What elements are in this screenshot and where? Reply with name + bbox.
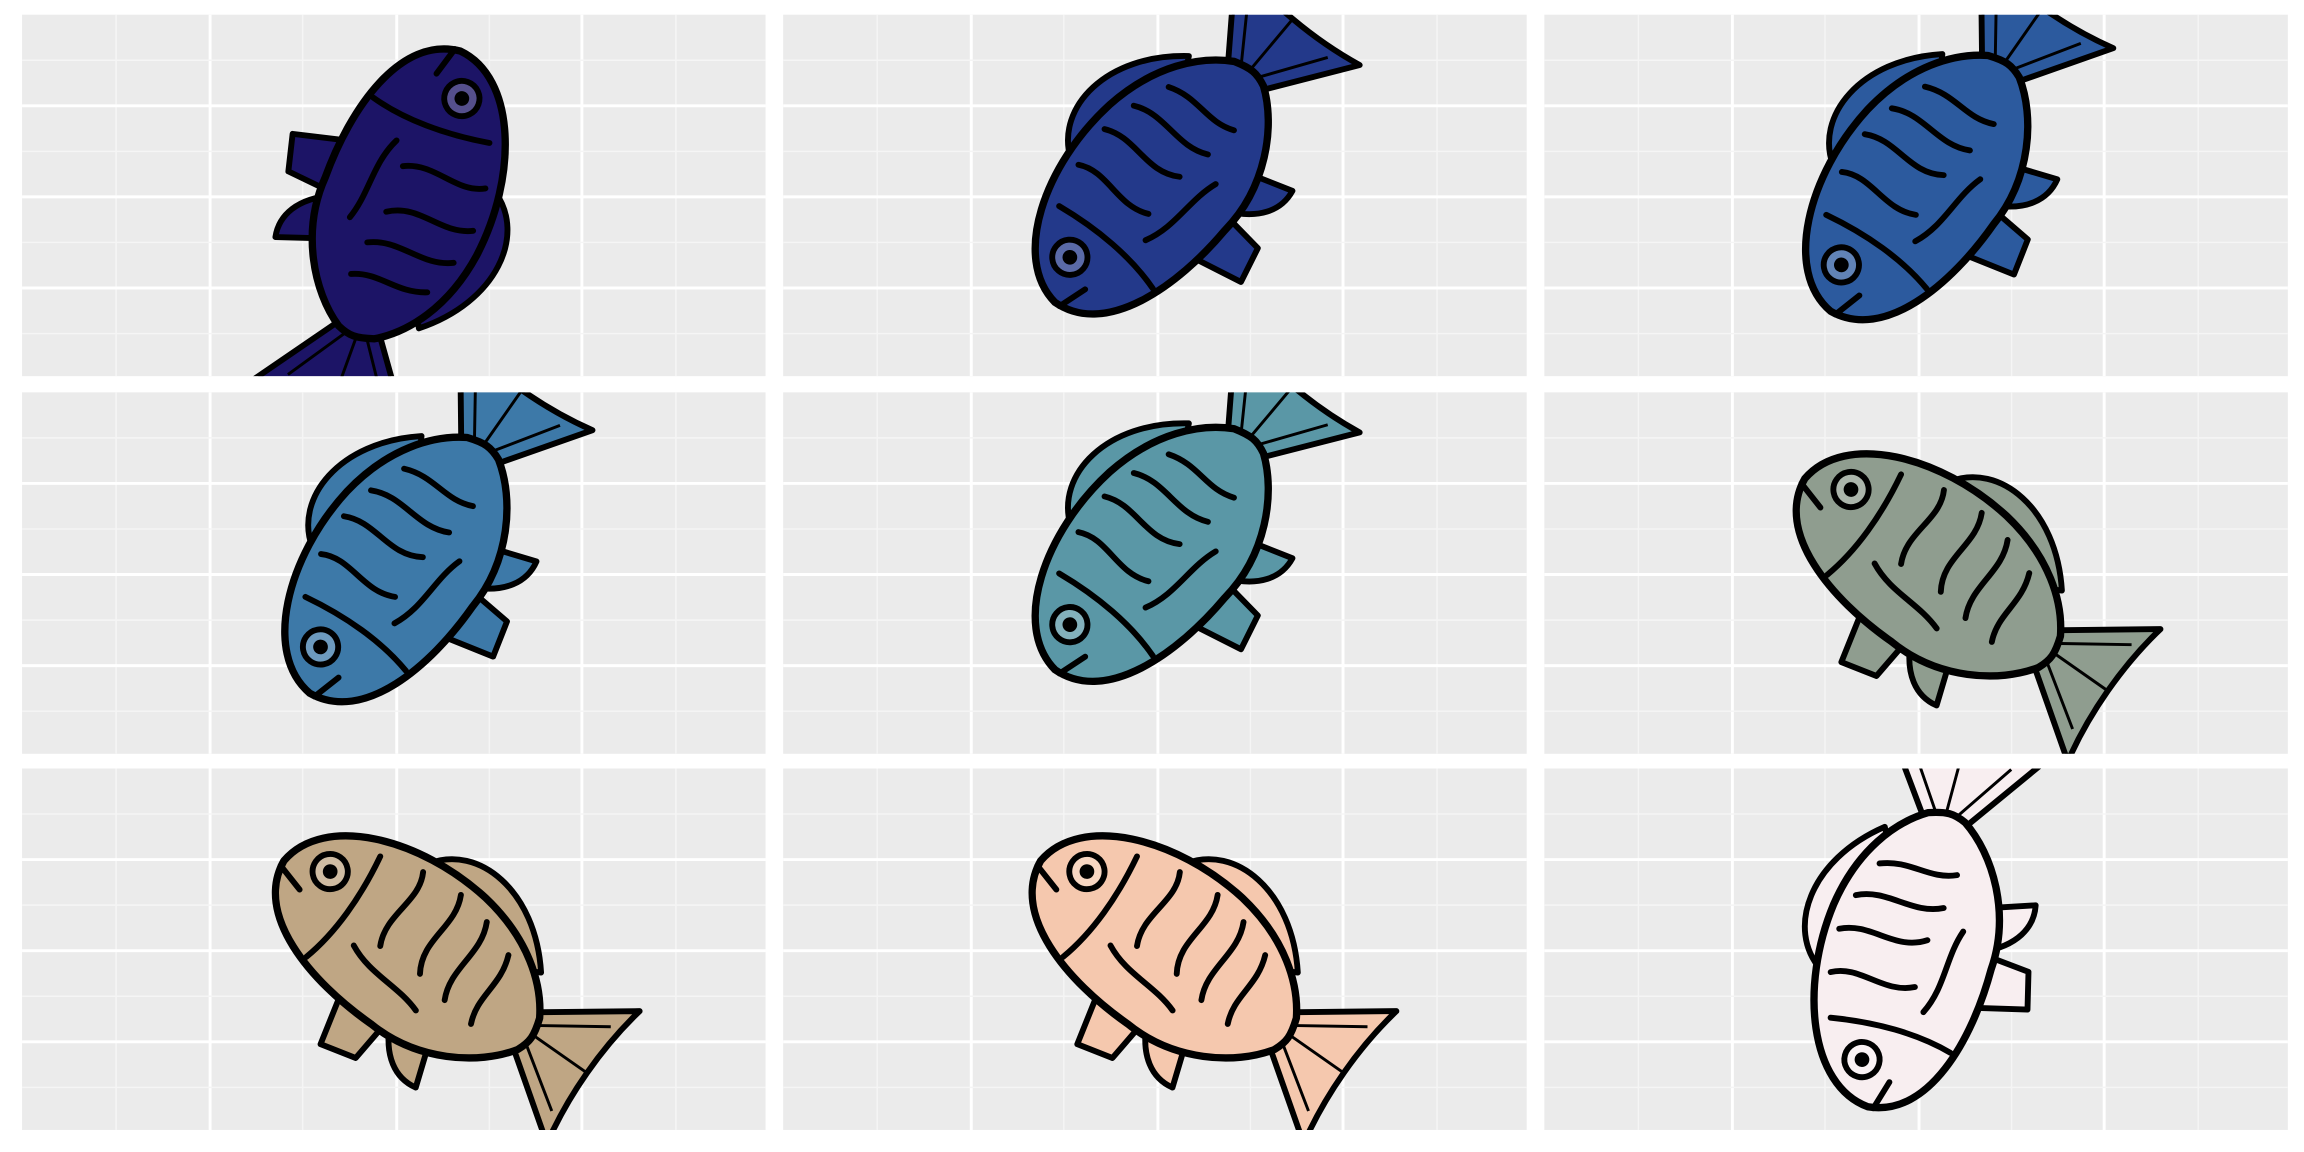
panel: [1544, 14, 2288, 381]
panel: [783, 768, 1527, 1135]
panel: [22, 14, 766, 381]
panel: [1544, 768, 2288, 1135]
panel: [1544, 392, 2288, 759]
panel: [22, 768, 766, 1135]
panel: [783, 392, 1527, 759]
panel: [783, 14, 1527, 381]
panel: [22, 392, 766, 759]
